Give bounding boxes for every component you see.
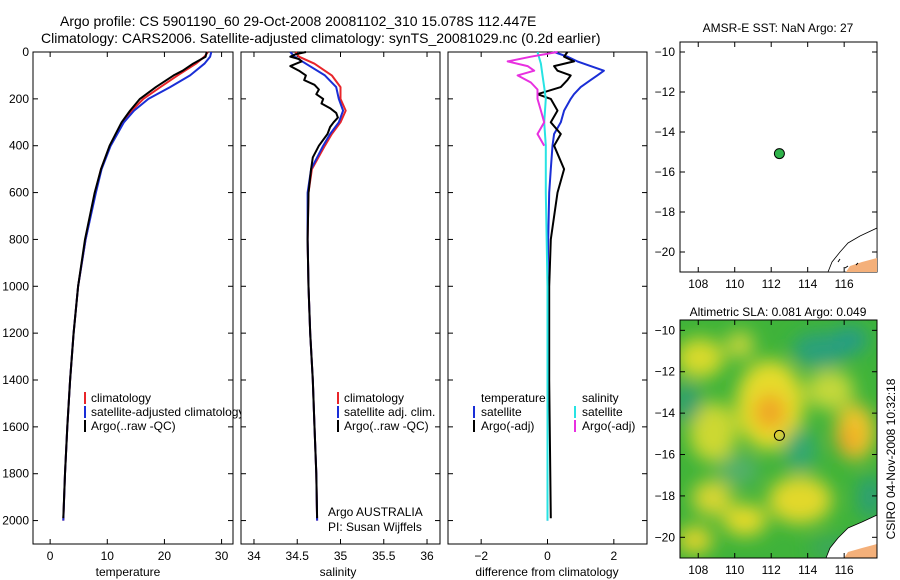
x-tick-label: 108 bbox=[688, 563, 708, 577]
salinity-xlabel: salinity bbox=[320, 565, 357, 579]
legend-label-argo: Argo(..raw -QC) bbox=[344, 419, 429, 433]
sst-land-shade bbox=[846, 258, 877, 272]
x-tick-label: 114 bbox=[798, 277, 817, 291]
difference-xlabel: difference from climatology bbox=[475, 565, 618, 579]
x-tick-label: 34.5 bbox=[286, 549, 310, 563]
x-tick-label: 36 bbox=[420, 549, 434, 563]
y-tick-label: −10 bbox=[655, 45, 676, 59]
y-tick-label: −10 bbox=[655, 323, 676, 337]
y-tick-label: 1400 bbox=[2, 373, 29, 387]
y-tick-label: 200 bbox=[9, 92, 29, 106]
x-tick-label: 30 bbox=[215, 549, 229, 563]
x-tick-label: 108 bbox=[688, 277, 708, 291]
sla-map-frame bbox=[679, 319, 878, 559]
sst-land-mass bbox=[827, 227, 877, 272]
sla-map-panel: Altimetric SLA: 0.081 Argo: 0.049 bbox=[655, 305, 878, 577]
y-tick-label: −12 bbox=[655, 85, 676, 99]
temperature-legend: climatology satellite-adjusted climatolo… bbox=[84, 391, 244, 433]
series-line-temperature-satellite bbox=[546, 51, 605, 521]
legend-heading-salinity: salinity bbox=[582, 391, 619, 405]
temperature-xlabel: temperature bbox=[96, 565, 161, 579]
y-tick-label: −20 bbox=[655, 530, 676, 544]
series-line-argo-raw-qc bbox=[62, 51, 208, 519]
legend-heading-temperature: temperature bbox=[481, 391, 546, 405]
salinity-panel: 34 34.5 35 35.5 36 salinity climatology sate… bbox=[240, 51, 441, 579]
legend-label-argo: Argo(..raw -QC) bbox=[91, 419, 176, 433]
sla-land-mass bbox=[825, 514, 877, 558]
legend-label-satellite-adj: satellite adj. clim. bbox=[344, 405, 435, 419]
temperature-axes-frame bbox=[32, 51, 234, 545]
sla-argo-float-marker bbox=[773, 429, 785, 441]
y-tick-label: 1800 bbox=[2, 467, 29, 481]
legend-label-climatology: climatology bbox=[91, 391, 151, 405]
x-tick-label: 110 bbox=[725, 277, 744, 291]
sla-map-title: Altimetric SLA: 0.081 Argo: 0.049 bbox=[690, 305, 867, 319]
y-tick-label: −14 bbox=[655, 406, 676, 420]
sla-heatmap-field bbox=[680, 320, 877, 558]
y-tick-label: 600 bbox=[9, 186, 29, 200]
sst-map-frame bbox=[679, 41, 878, 273]
y-tick-label: 1600 bbox=[2, 420, 29, 434]
y-tick-label: 1200 bbox=[2, 326, 29, 340]
y-tick-label: 2000 bbox=[2, 514, 29, 528]
x-tick-label: 114 bbox=[798, 563, 817, 577]
y-tick-label: −18 bbox=[655, 205, 676, 219]
y-tick-label: −14 bbox=[655, 125, 676, 139]
x-tick-label: 110 bbox=[725, 563, 744, 577]
figure-title-line2: Climatology: CARS2006. Satellite-adjuste… bbox=[41, 30, 601, 46]
sst-coastline-detail bbox=[837, 258, 859, 269]
difference-panel: −2 0 2 difference from climatology tempera… bbox=[447, 51, 648, 579]
x-tick-label: 2 bbox=[610, 549, 617, 563]
legend-label-climatology: climatology bbox=[344, 391, 404, 405]
x-tick-label: 112 bbox=[762, 563, 781, 577]
x-tick-label: 35.5 bbox=[372, 549, 396, 563]
float-operator-annotation: Argo AUSTRALIA bbox=[328, 505, 423, 519]
x-tick-label: 0 bbox=[544, 549, 551, 563]
y-tick-label: −16 bbox=[655, 448, 676, 462]
series-line-temperature-argo-adj bbox=[536, 51, 575, 519]
series-line-salinity-argo-adj bbox=[506, 51, 558, 147]
x-tick-label: 34 bbox=[247, 549, 261, 563]
salinity-legend: climatology satellite adj. clim. Argo(..… bbox=[337, 391, 435, 433]
y-tick-label: 1000 bbox=[2, 279, 29, 293]
y-tick-label: −16 bbox=[655, 165, 676, 179]
x-tick-label: −2 bbox=[474, 549, 488, 563]
sst-argo-float-marker bbox=[773, 148, 785, 160]
legend-label-temperature-argo: Argo(-adj) bbox=[481, 419, 534, 433]
difference-legend: temperature satellite Argo(-adj) salinit… bbox=[473, 391, 635, 433]
figure-title-line1: Argo profile: CS 5901190_60 29-Oct-2008 … bbox=[60, 13, 536, 29]
legend-label-salinity-satellite: satellite bbox=[582, 405, 623, 419]
sst-map-panel: AMSR-E SST: NaN Argo: 27 −10 −12 −14 −16 −18… bbox=[655, 21, 878, 291]
x-tick-label: 0 bbox=[47, 549, 54, 563]
y-tick-label: −12 bbox=[655, 365, 676, 379]
y-tick-label: 800 bbox=[9, 232, 29, 246]
y-tick-label: 400 bbox=[9, 139, 29, 153]
sla-land-shade bbox=[844, 544, 877, 558]
legend-label-temperature-satellite: satellite bbox=[481, 405, 522, 419]
x-tick-label: 10 bbox=[101, 549, 115, 563]
legend-label-salinity-argo: Argo(-adj) bbox=[582, 419, 635, 433]
series-line-argo-raw-qc bbox=[289, 51, 339, 519]
x-tick-label: 35 bbox=[334, 549, 348, 563]
x-tick-label: 116 bbox=[835, 277, 854, 291]
temperature-panel: 0 200 400 600 800 1000 1200 1400 1600 1800 2000 0 1… bbox=[2, 45, 244, 579]
x-tick-label: 112 bbox=[762, 277, 781, 291]
x-tick-label: 116 bbox=[835, 563, 854, 577]
x-tick-label: 20 bbox=[158, 549, 172, 563]
y-tick-label: −20 bbox=[655, 245, 676, 259]
y-tick-label: −18 bbox=[655, 489, 676, 503]
y-tick-label: 0 bbox=[22, 45, 29, 59]
legend-label-satellite-adjusted: satellite-adjusted climatology bbox=[91, 405, 244, 419]
sst-map-title: AMSR-E SST: NaN Argo: 27 bbox=[703, 21, 854, 35]
salinity-axes-frame bbox=[240, 51, 441, 545]
csiro-timestamp: CSIRO 04-Nov-2008 10:32:18 bbox=[884, 378, 898, 539]
pi-annotation: PI: Susan Wijffels bbox=[328, 520, 422, 534]
